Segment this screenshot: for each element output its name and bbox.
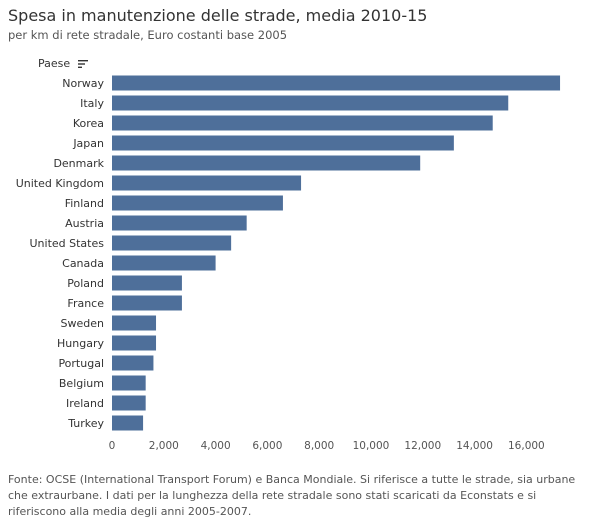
x-tick-label: 2,000 xyxy=(149,440,179,452)
bar[interactable] xyxy=(112,255,216,271)
category-label: France xyxy=(67,297,104,310)
x-tick-label: 8,000 xyxy=(304,440,334,452)
category-label: Canada xyxy=(62,257,104,270)
category-label: Denmark xyxy=(53,157,104,170)
footnote: Fonte: OCSE (International Transport For… xyxy=(8,473,576,518)
bar[interactable] xyxy=(112,415,144,431)
bar[interactable] xyxy=(112,135,454,151)
bar[interactable] xyxy=(112,175,302,191)
x-tick-label: 14,000 xyxy=(456,440,493,452)
bar[interactable] xyxy=(112,115,493,131)
category-label: Belgium xyxy=(59,377,104,390)
category-label: Ireland xyxy=(66,397,104,410)
category-label: Japan xyxy=(72,137,104,150)
bar[interactable] xyxy=(112,315,157,331)
x-tick-label: 0 xyxy=(109,440,116,452)
category-label: Austria xyxy=(65,217,104,230)
bar[interactable] xyxy=(112,215,247,231)
bar[interactable] xyxy=(112,275,182,291)
category-label: Sweden xyxy=(61,317,104,330)
x-tick-label: 16,000 xyxy=(508,440,545,452)
bar[interactable] xyxy=(112,295,182,311)
category-label: Poland xyxy=(67,277,104,290)
category-label: Italy xyxy=(80,97,104,110)
sort-descending-icon[interactable] xyxy=(78,59,89,69)
bar[interactable] xyxy=(112,195,283,211)
bar[interactable] xyxy=(112,95,509,111)
category-label: Korea xyxy=(73,117,104,130)
x-tick-label: 10,000 xyxy=(353,440,390,452)
category-label: United States xyxy=(30,237,105,250)
bar[interactable] xyxy=(112,375,146,391)
bar[interactable] xyxy=(112,155,421,171)
x-tick-label: 4,000 xyxy=(201,440,231,452)
category-label: Portugal xyxy=(58,357,104,370)
chart-title: Spesa in manutenzione delle strade, medi… xyxy=(8,6,428,25)
bar[interactable] xyxy=(112,75,561,91)
bar[interactable] xyxy=(112,235,232,251)
bar[interactable] xyxy=(112,355,154,371)
bar[interactable] xyxy=(112,395,146,411)
category-label: United Kingdom xyxy=(16,177,104,190)
x-tick-label: 6,000 xyxy=(252,440,282,452)
category-label: Finland xyxy=(65,197,104,210)
category-header[interactable]: Paese xyxy=(38,57,71,70)
category-label: Norway xyxy=(62,77,104,90)
bar[interactable] xyxy=(112,335,157,351)
chart-subtitle: per km di rete stradale, Euro costanti b… xyxy=(8,28,288,42)
category-label: Turkey xyxy=(67,417,104,430)
x-tick-label: 12,000 xyxy=(404,440,441,452)
category-label: Hungary xyxy=(57,337,104,350)
bar-chart: Norway Italy Korea Japan Denmark United Kingd… xyxy=(16,75,561,452)
